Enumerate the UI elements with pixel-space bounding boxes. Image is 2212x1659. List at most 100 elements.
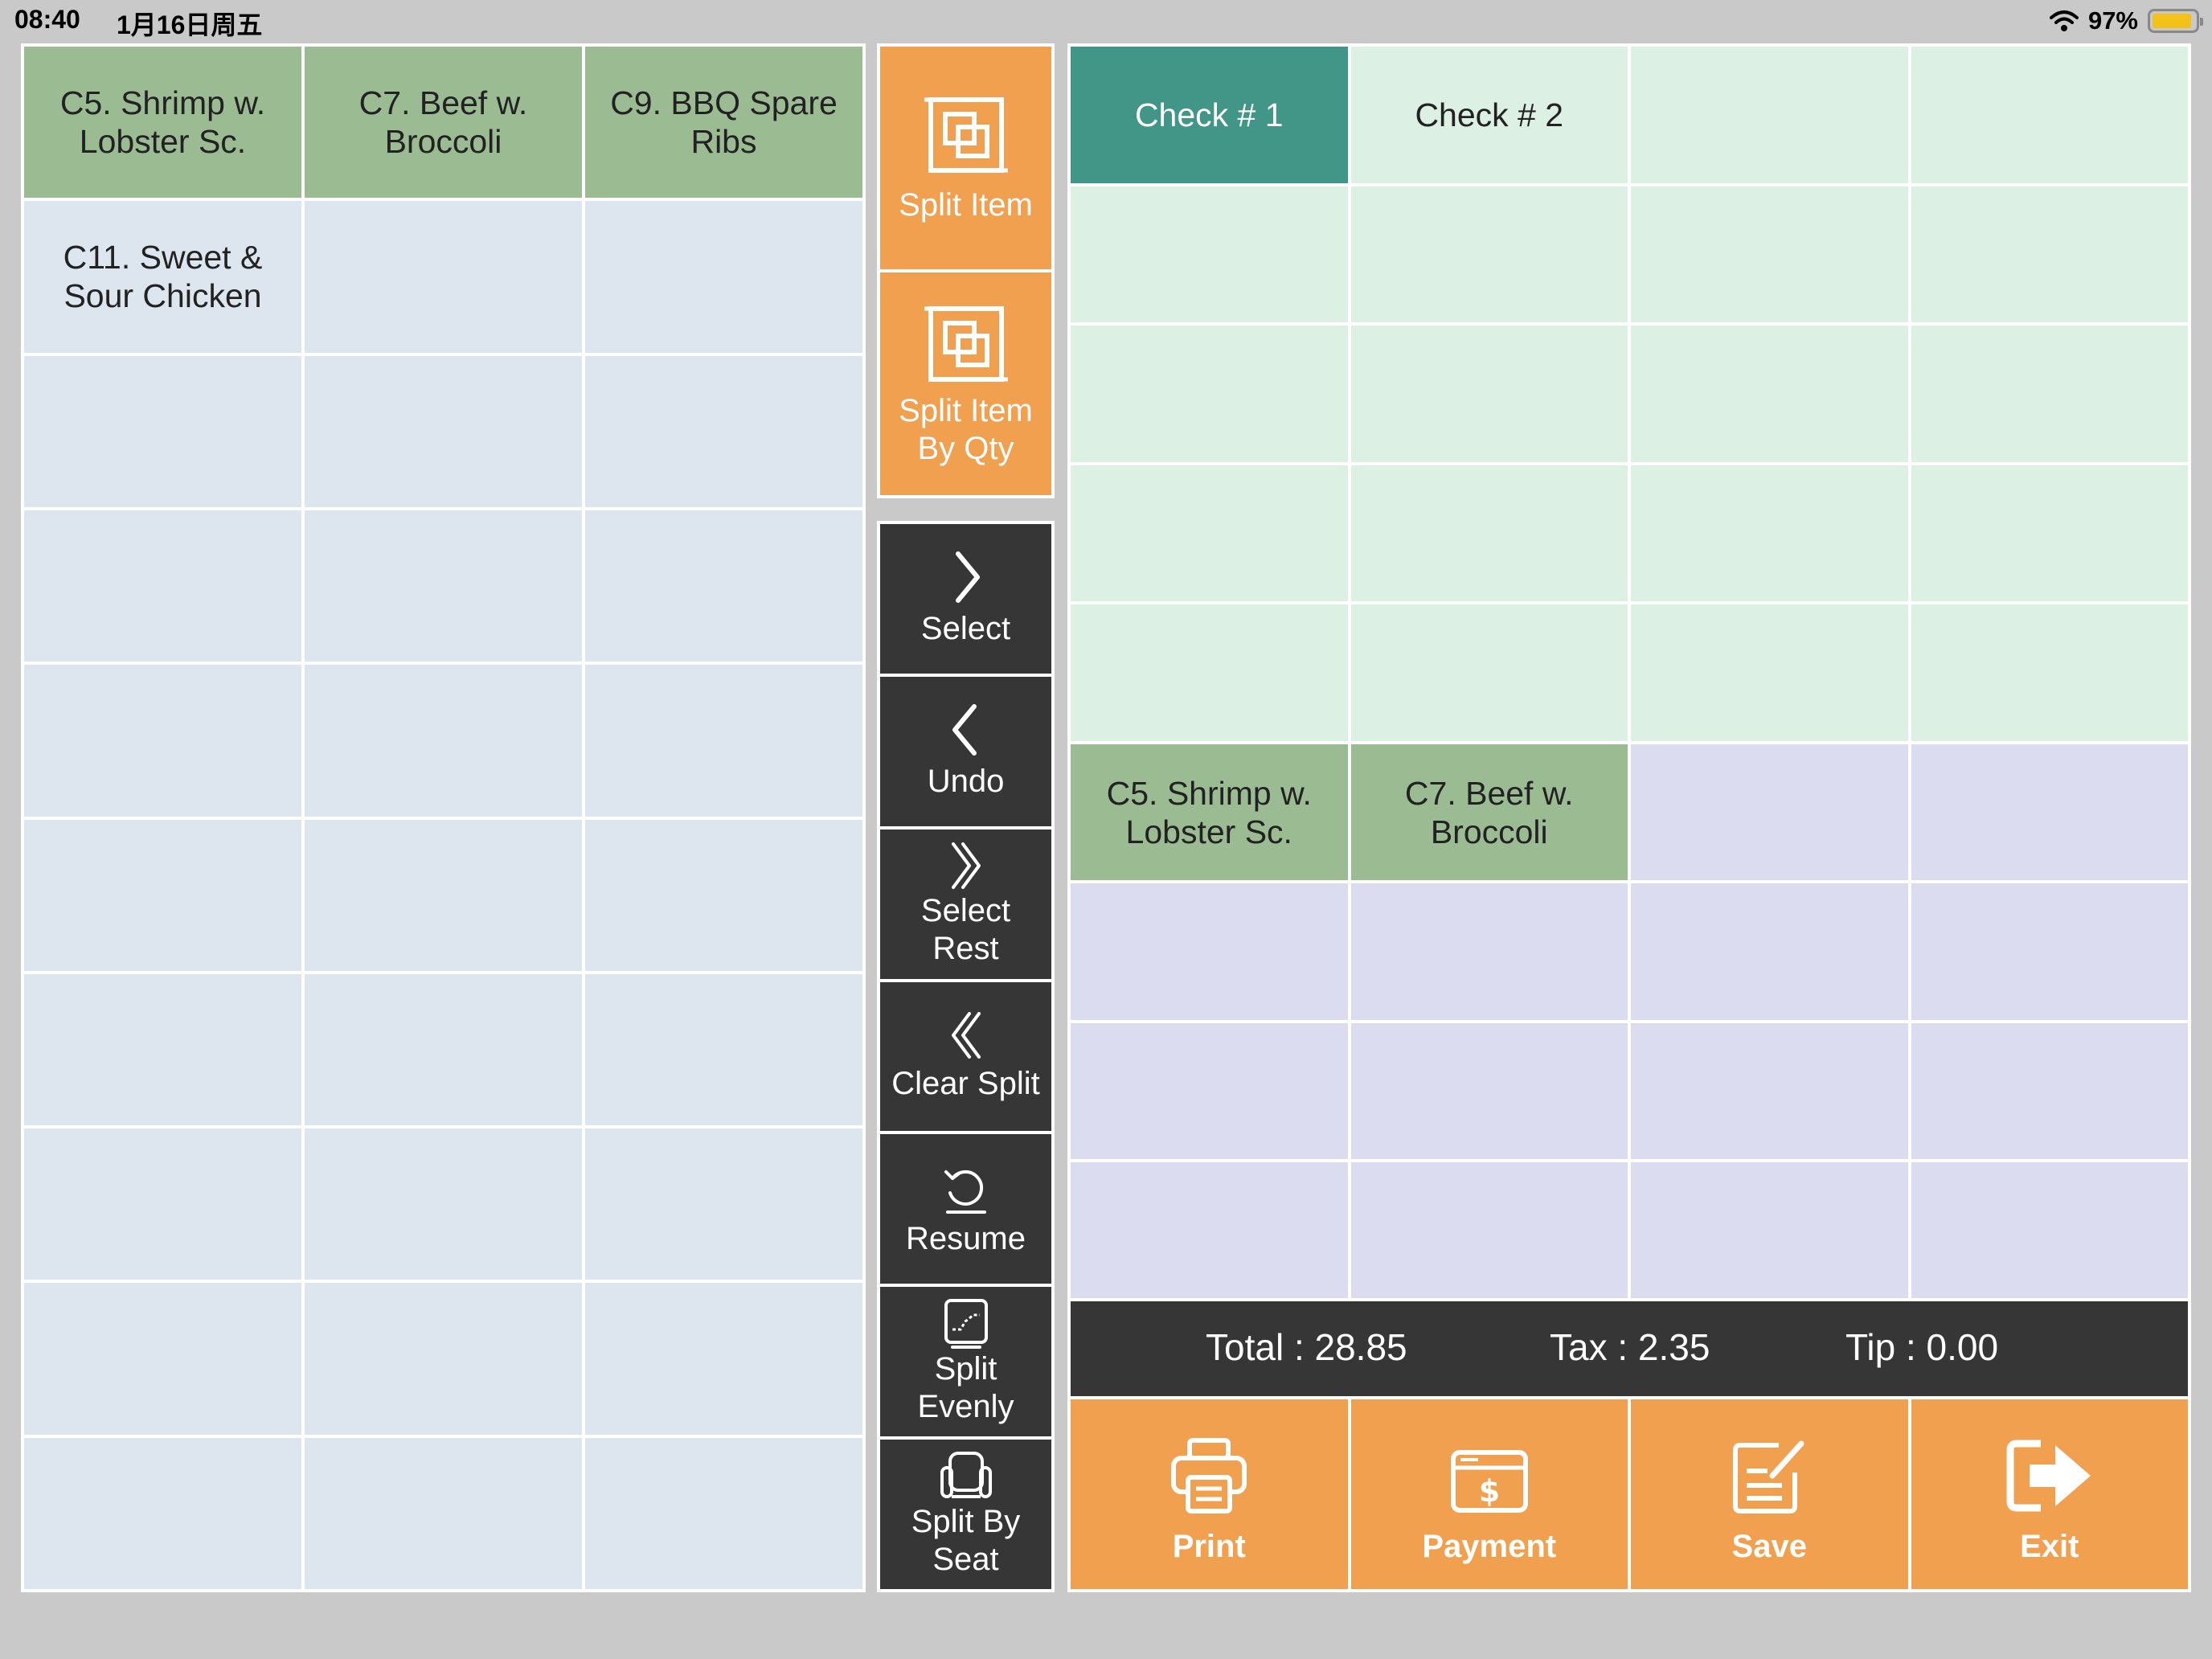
- empty-slot: [305, 1437, 582, 1589]
- empty-check-slot: [1071, 604, 1348, 741]
- split-evenly-label: Split Evenly: [917, 1351, 1014, 1425]
- undo-button[interactable]: Undo: [880, 676, 1051, 826]
- empty-check-slot: [1631, 47, 1908, 183]
- select-button[interactable]: Select: [880, 524, 1051, 674]
- empty-slot: [305, 665, 582, 817]
- menu-item[interactable]: C7. Beef w. Broccoli: [305, 47, 582, 199]
- split-item-panel: Split Item Split Item By Qty: [877, 43, 1055, 498]
- check-item[interactable]: C7. Beef w. Broccoli: [1350, 744, 1628, 881]
- empty-item-slot: [1631, 883, 1908, 1020]
- select-rest-button[interactable]: Select Rest: [880, 829, 1051, 979]
- status-date: 1月16日周五: [117, 10, 263, 39]
- print-button[interactable]: Print: [1071, 1399, 1348, 1589]
- print-label: Print: [1172, 1529, 1246, 1564]
- empty-check-slot: [1071, 465, 1348, 602]
- empty-item-slot: [1631, 1161, 1908, 1298]
- wifi-icon: [2049, 10, 2079, 31]
- clear-split-button[interactable]: Clear Split: [880, 981, 1051, 1132]
- empty-slot: [585, 665, 862, 817]
- empty-item-slot: [1911, 883, 2188, 1020]
- empty-slot: [24, 1283, 301, 1435]
- resume-icon: [944, 1169, 986, 1214]
- empty-slot: [585, 973, 862, 1126]
- check-item[interactable]: C5. Shrimp w. Lobster Sc.: [1071, 744, 1348, 881]
- empty-slot: [585, 355, 862, 507]
- empty-check-slot: [1350, 186, 1628, 323]
- save-label: Save: [1731, 1529, 1807, 1564]
- split-evenly-icon: [944, 1299, 988, 1350]
- empty-slot: [305, 973, 582, 1126]
- clear-split-label: Clear Split: [891, 1066, 1040, 1101]
- empty-check-slot: [1631, 326, 1908, 462]
- empty-check-slot: [1350, 326, 1628, 462]
- status-bar: 08:40 1月16日周五 97%: [0, 0, 2212, 40]
- empty-check-slot: [1350, 604, 1628, 741]
- select-rest-label: Select Rest: [920, 892, 1011, 966]
- empty-check-slot: [1071, 326, 1348, 462]
- empty-item-slot: [1911, 1161, 2188, 1298]
- status-time: 08:40: [14, 5, 80, 34]
- empty-slot: [585, 510, 862, 662]
- seat-icon: [940, 1452, 992, 1499]
- menu-item[interactable]: C5. Shrimp w. Lobster Sc.: [24, 47, 301, 199]
- save-button[interactable]: Save: [1631, 1399, 1908, 1589]
- split-by-seat-label: Split By Seat: [911, 1504, 1021, 1578]
- split-item-by-qty-button[interactable]: Split Item By Qty: [880, 272, 1051, 495]
- empty-slot: [24, 665, 301, 817]
- chevron-left-icon: [952, 704, 977, 756]
- exit-icon: [2006, 1440, 2091, 1512]
- empty-item-slot: [1911, 1022, 2188, 1159]
- split-actions-panel: Select Undo Select Rest Clear Split Resu…: [877, 521, 1055, 1592]
- empty-slot: [305, 819, 582, 971]
- empty-slot: [24, 973, 301, 1126]
- payment-icon: $: [1450, 1450, 1528, 1513]
- empty-slot: [24, 355, 301, 507]
- empty-check-slot: [1631, 465, 1908, 602]
- resume-button[interactable]: Resume: [880, 1134, 1051, 1284]
- checks-grid: Check # 1 Check # 2: [1067, 43, 2191, 744]
- empty-item-slot: [1911, 744, 2188, 881]
- empty-slot: [585, 1283, 862, 1435]
- empty-check-slot: [1350, 465, 1628, 602]
- split-item-label: Split Item: [899, 187, 1033, 223]
- empty-check-slot: [1911, 186, 2188, 323]
- empty-slot: [24, 819, 301, 971]
- menu-item[interactable]: C11. Sweet & Sour Chicken: [24, 201, 301, 353]
- empty-slot: [24, 1437, 301, 1589]
- check-tab-2[interactable]: Check # 2: [1350, 47, 1628, 183]
- battery-icon: [2148, 9, 2203, 33]
- totals-bar: Total : 28.85 Tax : 2.35 Tip : 0.00: [1067, 1298, 2191, 1399]
- empty-item-slot: [1350, 1161, 1628, 1298]
- empty-slot: [305, 1129, 582, 1280]
- double-chevron-right-icon: [951, 842, 981, 889]
- payment-button[interactable]: $ Payment: [1350, 1399, 1628, 1589]
- check-tab-1[interactable]: Check # 1: [1071, 47, 1348, 183]
- split-item-qty-label: Split Item By Qty: [899, 392, 1033, 466]
- payment-label: Payment: [1422, 1529, 1557, 1564]
- check-items-grid: C5. Shrimp w. Lobster Sc. C7. Beef w. Br…: [1067, 741, 2191, 1301]
- empty-item-slot: [1071, 1022, 1348, 1159]
- empty-slot: [585, 201, 862, 353]
- empty-check-slot: [1911, 465, 2188, 602]
- empty-check-slot: [1071, 186, 1348, 323]
- exit-button[interactable]: Exit: [1911, 1399, 2188, 1589]
- menu-item[interactable]: C9. BBQ Spare Ribs: [585, 47, 862, 199]
- empty-item-slot: [1631, 1022, 1908, 1159]
- exit-label: Exit: [2020, 1529, 2079, 1564]
- save-icon: [1733, 1440, 1804, 1514]
- empty-slot: [305, 355, 582, 507]
- source-items-grid: C5. Shrimp w. Lobster Sc. C7. Beef w. Br…: [21, 43, 866, 1592]
- svg-text:$: $: [1479, 1473, 1500, 1509]
- tip-amount: Tip : 0.00: [1845, 1326, 1999, 1368]
- battery-percent: 97%: [2087, 6, 2138, 35]
- empty-check-slot: [1911, 47, 2188, 183]
- empty-item-slot: [1071, 1161, 1348, 1298]
- split-item-button[interactable]: Split Item: [880, 47, 1051, 269]
- empty-slot: [585, 1437, 862, 1589]
- empty-item-slot: [1071, 883, 1348, 1020]
- undo-label: Undo: [927, 764, 1005, 800]
- split-evenly-button[interactable]: Split Evenly: [880, 1287, 1051, 1437]
- split-by-seat-button[interactable]: Split By Seat: [880, 1440, 1051, 1590]
- empty-slot: [305, 201, 582, 353]
- empty-check-slot: [1631, 186, 1908, 323]
